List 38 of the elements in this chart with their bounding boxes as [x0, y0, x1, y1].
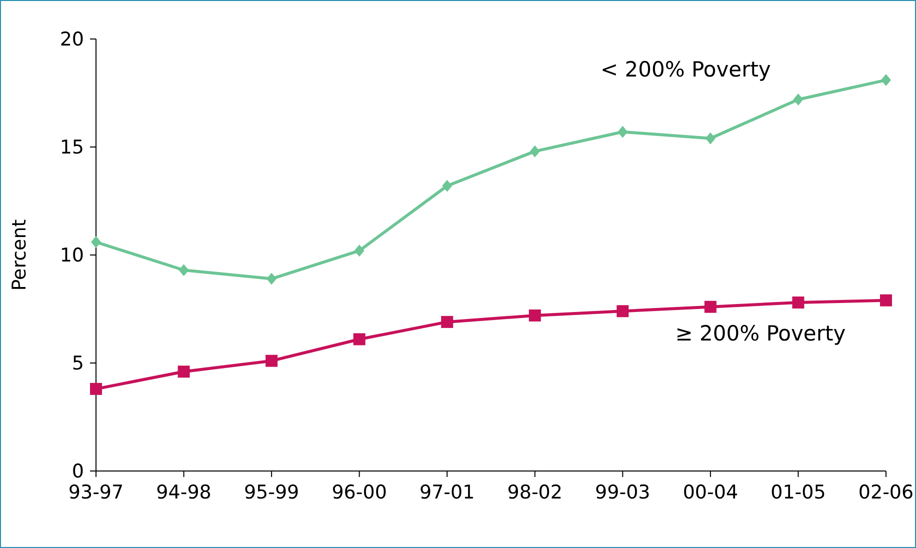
point — [704, 300, 716, 313]
y-tick-label: 15 — [60, 136, 84, 159]
point — [353, 333, 366, 346]
point — [528, 309, 541, 322]
point — [880, 294, 892, 306]
x-tick-label: 01-05 — [770, 481, 826, 504]
point — [266, 354, 278, 367]
point — [792, 296, 804, 309]
x-tick-label: 99-03 — [595, 481, 650, 504]
x-tick-label: 96-00 — [332, 481, 387, 504]
point — [266, 272, 277, 285]
point — [442, 180, 452, 192]
x-tick-label: 94-98 — [156, 481, 212, 504]
point — [178, 366, 190, 378]
x-tick-label: 00-04 — [682, 481, 738, 504]
point — [91, 236, 101, 248]
x-tick-label: 02-06 — [858, 481, 914, 504]
point — [881, 74, 891, 86]
point — [90, 382, 102, 395]
series-label: < 200% Poverty — [600, 58, 771, 82]
point — [530, 145, 540, 158]
series-label: ≥ 200% Poverty — [675, 322, 846, 346]
point — [178, 264, 189, 276]
point — [354, 244, 364, 257]
y-tick-label: 5 — [72, 352, 84, 375]
y-tick-label: 10 — [60, 244, 84, 267]
x-tick-label: 98-02 — [507, 481, 562, 504]
y-tick-label: 20 — [60, 28, 84, 51]
y-tick-label: 0 — [72, 460, 84, 483]
point — [618, 126, 628, 138]
point — [616, 305, 629, 318]
x-tick-label: 97-01 — [420, 481, 475, 504]
point — [705, 132, 716, 144]
x-tick-label: 95-99 — [244, 481, 300, 504]
point — [441, 316, 454, 328]
y-axis-title: Percent — [8, 219, 31, 291]
point — [793, 93, 804, 106]
x-tick-label: 93-97 — [68, 481, 124, 504]
